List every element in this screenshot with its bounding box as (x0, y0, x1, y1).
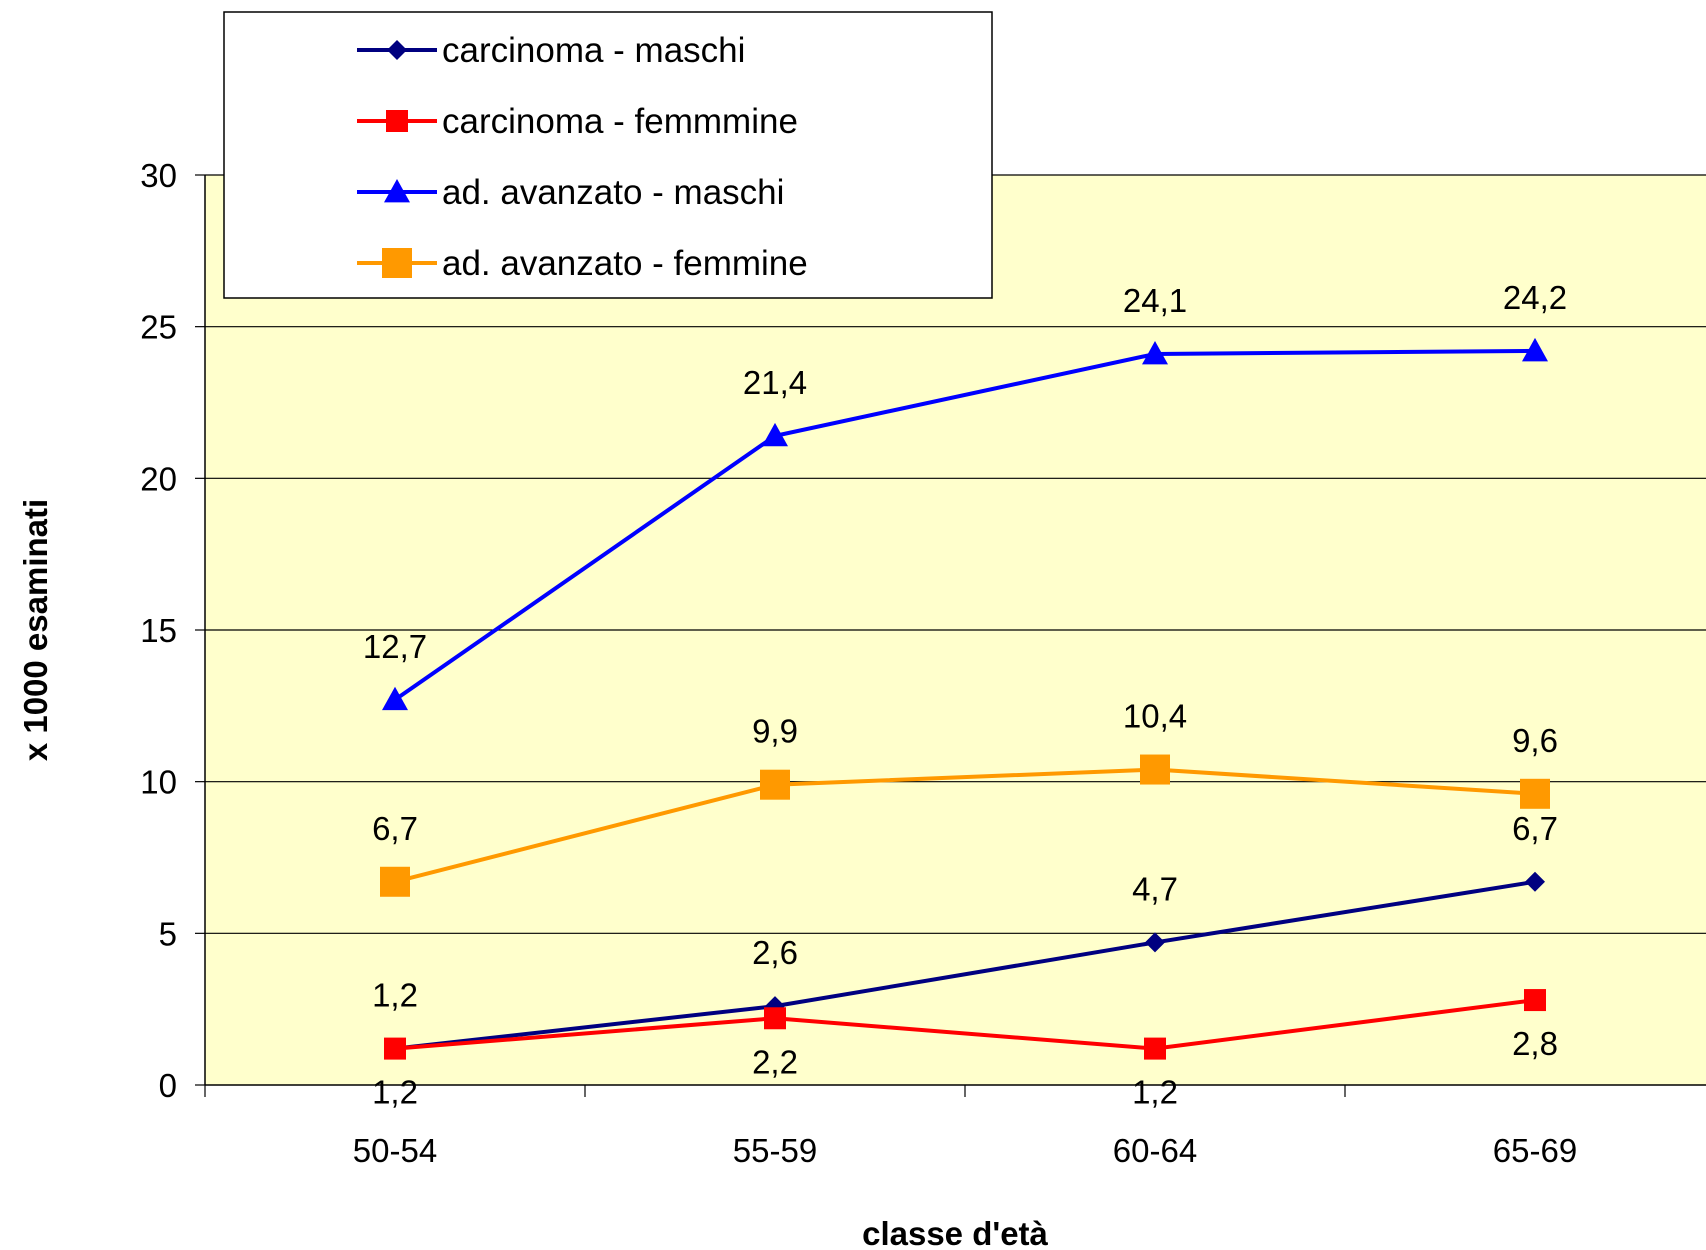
data-label: 2,2 (752, 1043, 798, 1080)
data-label: 9,9 (752, 713, 798, 750)
legend-box (223, 11, 993, 299)
data-point-marker (387, 40, 407, 60)
data-labels: 6,7 9,9 10,4 9,6 12,7 21,4 24,1 24,2 1,2 2,6 4,7 6,… (363, 279, 1567, 1111)
y-tick-label: 10 (140, 764, 177, 801)
data-point-marker (380, 866, 410, 897)
data-label: 12,7 (363, 628, 427, 665)
data-point-marker (1524, 989, 1546, 1012)
y-tick-label: 0 (159, 1067, 177, 1104)
legend-item: ad. avanzato - maschi (357, 173, 784, 212)
data-label: 6,7 (372, 810, 418, 847)
series-line (394, 767, 1536, 884)
axes: 0 5 10 15 20 25 30 50-54 55-59 60-64 65-69 (140, 157, 1706, 1169)
data-point-marker (1520, 778, 1550, 809)
y-tick-label: 30 (140, 157, 177, 194)
x-axis-title: classe d'età (862, 1215, 1048, 1250)
legend-label: ad. avanzato - femmine (442, 244, 808, 283)
legend-item: carcinoma - femmmine (357, 102, 798, 141)
y-tick-label: 20 (140, 460, 177, 497)
legend-label: carcinoma - femmmine (442, 102, 798, 141)
x-tick-label: 55-59 (733, 1132, 817, 1169)
data-point-marker (762, 422, 788, 447)
series-line (394, 879, 1536, 1051)
series-3 (382, 337, 1548, 711)
series-2 (384, 989, 1546, 1060)
data-point-marker (760, 769, 790, 800)
data-label: 24,2 (1503, 279, 1567, 316)
data-label: 10,4 (1123, 698, 1187, 735)
data-label: 21,4 (743, 364, 807, 401)
data-point-marker (382, 686, 408, 711)
legend-label: ad. avanzato - maschi (442, 173, 784, 212)
y-tick-label: 15 (140, 612, 177, 649)
data-label: 9,6 (1512, 722, 1558, 759)
data-point-marker (1142, 340, 1168, 365)
data-label: 24,1 (1123, 282, 1187, 319)
data-label: 4,7 (1132, 870, 1178, 907)
series-layer (380, 337, 1550, 1060)
y-tick-label: 25 (140, 309, 177, 346)
data-point-marker (384, 179, 410, 203)
data-point-marker (1522, 337, 1548, 362)
data-label: 1,2 (372, 977, 418, 1014)
data-point-marker (1140, 754, 1170, 785)
data-point-marker (1144, 1037, 1166, 1060)
x-tick-label: 60-64 (1113, 1132, 1197, 1169)
legend-item: carcinoma - maschi (357, 31, 745, 70)
y-axis-title: x 1000 esaminati (17, 499, 54, 761)
data-label: 1,2 (1132, 1074, 1178, 1111)
series-line (394, 998, 1536, 1051)
data-label: 2,8 (1512, 1025, 1558, 1062)
y-tick-label: 5 (159, 915, 177, 952)
x-tick-label: 50-54 (353, 1132, 437, 1169)
series-line (393, 348, 1536, 702)
data-point-marker (1525, 871, 1545, 892)
x-tick-label: 65-69 (1493, 1132, 1577, 1169)
legend-label: carcinoma - maschi (442, 31, 745, 70)
data-point-marker (382, 248, 412, 278)
data-point-marker (384, 1037, 406, 1060)
legend: carcinoma - maschi carcinoma - femmmine ad… (223, 11, 993, 299)
data-label: 6,7 (1512, 810, 1558, 847)
series-4 (380, 754, 1550, 897)
data-point-marker (764, 1007, 786, 1030)
data-label: 1,2 (372, 1074, 418, 1111)
legend-item: ad. avanzato - femmine (357, 244, 808, 283)
data-point-marker (386, 110, 408, 132)
data-point-marker (1145, 932, 1165, 953)
data-label: 2,6 (752, 934, 798, 971)
